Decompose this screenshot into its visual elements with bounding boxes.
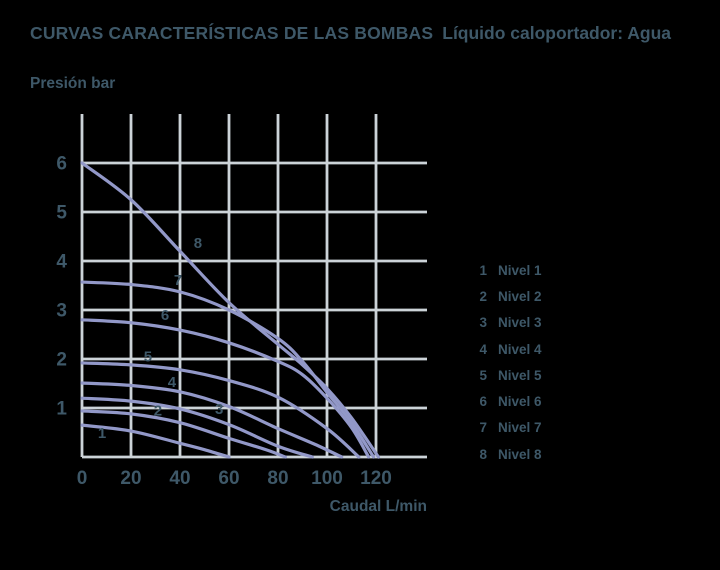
legend-key: 2 xyxy=(479,288,487,304)
curve-label-6: 6 xyxy=(161,307,169,324)
y-tick-5: 5 xyxy=(56,203,67,224)
y-tick-6: 6 xyxy=(56,154,67,175)
curve-nivel-5 xyxy=(80,361,361,459)
legend: 1 Nivel 1 2 Nivel 2 3 Nivel 3 4 Nivel 4 5 Nivel 5… xyxy=(470,257,542,467)
x-tick-120: 120 xyxy=(360,468,392,489)
curve-label-4: 4 xyxy=(168,374,177,391)
curve-label-7: 7 xyxy=(174,272,182,289)
legend-label: Nivel 7 xyxy=(498,420,542,436)
y-axis-ticks: 1 2 3 4 5 6 xyxy=(56,154,67,420)
curve-nivel-2 xyxy=(80,409,287,459)
legend-label: Nivel 8 xyxy=(498,446,542,462)
pump-curves xyxy=(80,161,381,459)
curve-label-2: 2 xyxy=(154,402,162,419)
legend-key: 4 xyxy=(479,341,487,357)
legend-row-nivel-2: 2 Nivel 2 xyxy=(470,283,542,309)
x-tick-100: 100 xyxy=(311,468,343,489)
y-axis-title: Presión bar xyxy=(30,75,116,92)
y-tick-1: 1 xyxy=(56,399,67,420)
curve-nivel-6 xyxy=(80,318,371,459)
legend-row-nivel-6: 6 Nivel 6 xyxy=(470,388,542,414)
curve-nivel-7 xyxy=(80,280,376,459)
x-axis-ticks: 0 20 40 60 80 100 120 xyxy=(77,468,392,489)
legend-key: 1 xyxy=(479,262,487,278)
legend-label: Nivel 4 xyxy=(498,341,542,357)
y-tick-3: 3 xyxy=(56,301,67,322)
legend-key: 8 xyxy=(479,446,487,462)
curve-nivel-4 xyxy=(80,381,344,459)
x-tick-0: 0 xyxy=(77,468,88,489)
legend-label: Nivel 5 xyxy=(498,367,542,383)
y-tick-4: 4 xyxy=(56,252,67,273)
x-tick-20: 20 xyxy=(120,468,141,489)
page-title: CURVAS CARACTERÍSTICAS DE LAS BOMBAS xyxy=(30,23,434,43)
x-tick-60: 60 xyxy=(218,468,239,489)
legend-row-nivel-4: 4 Nivel 4 xyxy=(470,336,542,362)
curve-label-5: 5 xyxy=(144,349,152,366)
x-tick-40: 40 xyxy=(169,468,190,489)
legend-key: 6 xyxy=(479,394,487,410)
legend-row-nivel-1: 1 Nivel 1 xyxy=(470,257,542,283)
legend-row-nivel-7: 7 Nivel 7 xyxy=(470,415,542,441)
legend-row-nivel-5: 5 Nivel 5 xyxy=(470,362,542,388)
y-tick-2: 2 xyxy=(56,350,67,371)
page-subtitle: Líquido caloportador: Agua xyxy=(442,23,672,43)
legend-label: Nivel 1 xyxy=(498,262,542,278)
legend-key: 7 xyxy=(479,420,487,436)
curve-nivel-3 xyxy=(80,396,314,459)
x-axis-title: Caudal L/min xyxy=(329,498,427,515)
legend-label: Nivel 2 xyxy=(498,288,542,304)
curve-label-8: 8 xyxy=(194,235,202,252)
curve-labels: 1 2 3 45 6 7 8 xyxy=(98,235,223,442)
legend-label: Nivel 3 xyxy=(498,315,542,331)
legend-label: Nivel 6 xyxy=(498,394,542,410)
curve-label-1: 1 xyxy=(98,425,106,442)
chart-header: CURVAS CARACTERÍSTICAS DE LAS BOMBAS Líqu… xyxy=(30,23,671,44)
curve-nivel-8 xyxy=(80,161,381,459)
legend-row-nivel-3: 3 Nivel 3 xyxy=(470,310,542,336)
legend-key: 3 xyxy=(479,315,487,331)
x-tick-80: 80 xyxy=(267,468,288,489)
curve-nivel-1 xyxy=(80,423,231,459)
legend-key: 5 xyxy=(479,367,487,383)
legend-row-nivel-8: 8 Nivel 8 xyxy=(470,441,542,467)
curve-label-3: 3 xyxy=(215,401,223,418)
